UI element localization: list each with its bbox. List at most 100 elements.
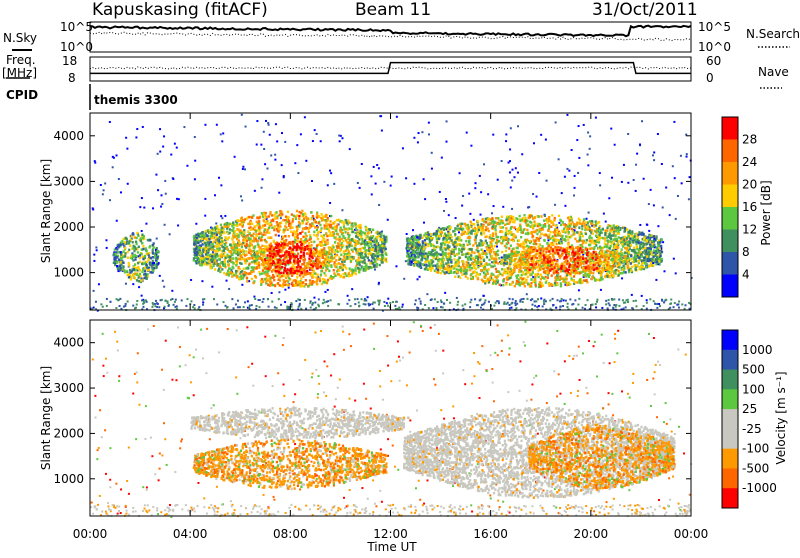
power-cell: [558, 158, 560, 160]
power-cell: [139, 206, 141, 208]
power-cell: [273, 253, 275, 256]
power-cell: [299, 260, 301, 263]
power-cell: [605, 303, 607, 305]
power-cell: [346, 246, 348, 249]
power-cell: [587, 154, 589, 156]
power-cell: [172, 178, 174, 180]
power-cell: [587, 299, 589, 301]
power-cell: [288, 277, 290, 280]
power-cell: [446, 120, 448, 122]
power-cell: [312, 225, 314, 228]
power-cell: [240, 255, 242, 257]
power-cell: [296, 255, 298, 258]
power-cell: [246, 277, 248, 280]
cpid-panel: CPID themis 3300: [6, 84, 178, 110]
power-cell: [373, 265, 375, 268]
power-cell: [374, 255, 376, 257]
power-cell: [143, 302, 145, 304]
power-cell: [323, 299, 325, 301]
power-cell: [213, 298, 215, 300]
power-cell: [304, 265, 306, 268]
power-cell: [264, 258, 266, 261]
power-cell: [242, 249, 244, 252]
power-cell: [329, 170, 331, 172]
power-cell: [381, 254, 383, 257]
power-cell: [309, 238, 311, 241]
power-cell: [395, 301, 397, 303]
power-cell: [609, 304, 611, 306]
power-cell: [489, 263, 491, 266]
power-cell: [152, 304, 154, 306]
power-cell: [505, 303, 507, 305]
power-cell: [505, 283, 507, 286]
power-cell: [631, 307, 633, 309]
power-cell: [278, 271, 280, 274]
power-cell: [306, 217, 308, 220]
power-cell: [365, 241, 367, 244]
power-cell: [193, 243, 195, 246]
power-cell: [278, 264, 280, 267]
power-cell: [201, 280, 203, 282]
power-cell: [205, 230, 207, 233]
power-cell: [269, 223, 271, 226]
power-cell: [380, 235, 382, 238]
power-cell: [369, 238, 371, 241]
power-cell: [202, 301, 204, 303]
power-cell: [470, 145, 472, 147]
power-cell: [233, 274, 235, 277]
power-cell: [221, 231, 223, 234]
power-cell: [275, 266, 277, 269]
power-cell: [511, 180, 513, 182]
power-cell: [327, 300, 329, 302]
power-cell: [217, 269, 219, 272]
power-cell: [641, 120, 643, 122]
power-cell: [256, 259, 258, 262]
power-cell: [227, 270, 229, 273]
power-cell: [569, 298, 571, 300]
power-cell: [461, 251, 463, 254]
power-cell: [268, 306, 270, 308]
power-cell: [406, 233, 408, 235]
power-cell: [564, 176, 566, 178]
power-cell: [402, 304, 404, 306]
power-cell: [354, 267, 356, 270]
power-cell: [237, 219, 239, 222]
power-cell: [135, 307, 137, 309]
power-cell: [344, 265, 346, 268]
power-cell: [264, 163, 266, 165]
power-cell: [561, 298, 563, 300]
power-cell: [359, 252, 361, 255]
power-cell: [509, 298, 511, 300]
power-cell: [282, 285, 284, 288]
power-cell: [324, 244, 326, 247]
power-cell: [114, 264, 116, 267]
power-cell: [173, 304, 175, 306]
power-cell: [360, 233, 362, 236]
power-cell: [239, 258, 241, 261]
power-cell: [578, 289, 580, 291]
power-cell: [265, 221, 267, 224]
power-cell: [125, 237, 127, 240]
power-cell: [278, 291, 280, 293]
power-cell: [226, 247, 228, 250]
power-cell: [284, 235, 286, 238]
power-cell: [195, 223, 197, 225]
power-cell: [328, 270, 330, 273]
power-cell: [247, 267, 249, 270]
power-cell: [504, 301, 506, 303]
power-cell: [297, 258, 299, 261]
power-cell: [310, 241, 312, 244]
power-cell: [363, 251, 365, 254]
power-cell: [220, 255, 222, 258]
power-cell: [164, 180, 166, 182]
power-cell: [128, 249, 130, 252]
power-cell: [280, 217, 282, 219]
power-cell: [346, 256, 348, 259]
power-cell: [245, 267, 247, 270]
power-cell: [300, 285, 302, 288]
power-cell: [657, 133, 659, 135]
power-cell: [301, 263, 303, 266]
power-cell: [313, 234, 315, 237]
power-cell: [132, 233, 134, 236]
power-cell: [286, 280, 288, 283]
